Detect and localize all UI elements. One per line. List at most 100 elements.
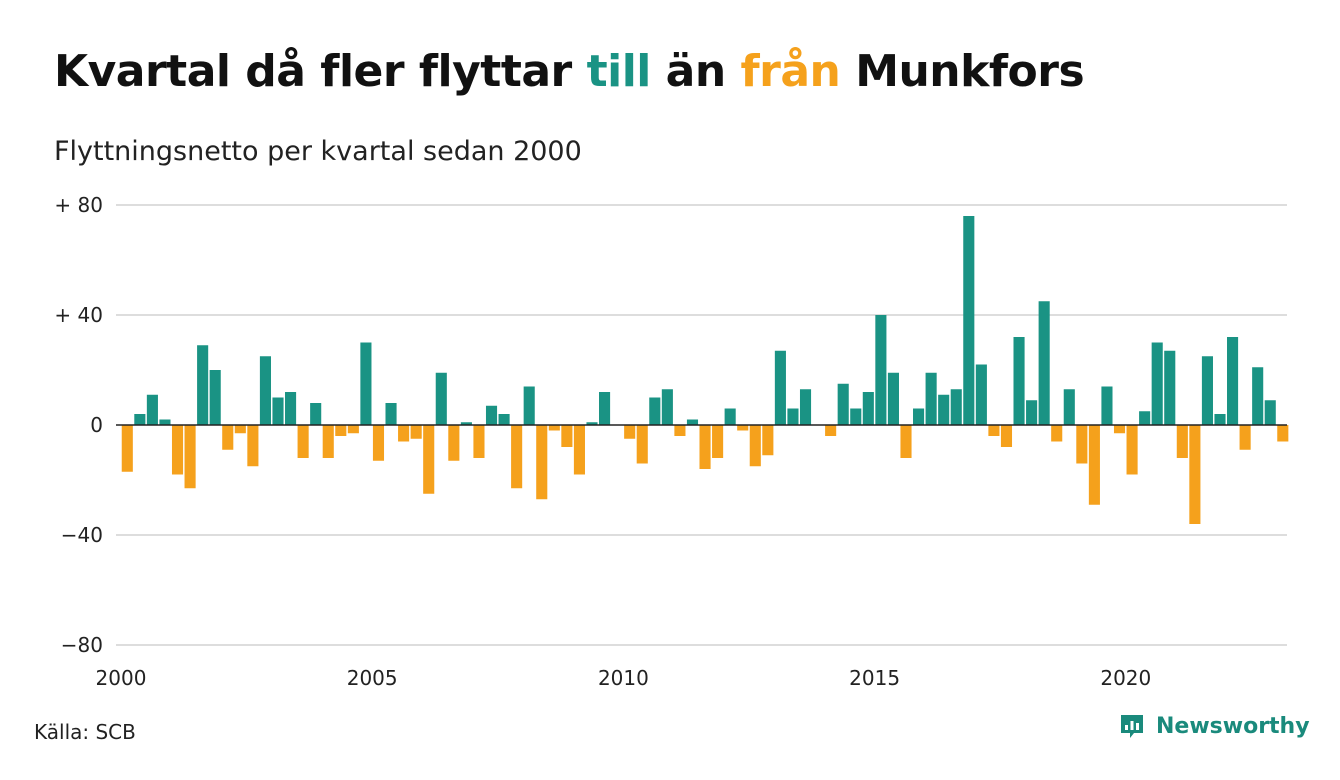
bar xyxy=(523,386,535,425)
bar xyxy=(448,425,460,461)
bar xyxy=(1038,301,1050,425)
bar xyxy=(963,216,975,425)
bar xyxy=(686,419,699,425)
bar xyxy=(360,342,372,425)
bar xyxy=(1264,400,1276,425)
bar xyxy=(1013,337,1025,425)
title-part-2: än xyxy=(650,46,741,97)
title-part-3: Munkfors xyxy=(840,46,1085,97)
bar xyxy=(297,425,309,458)
title-highlight-fran: från xyxy=(740,46,841,97)
grid-lines xyxy=(116,204,1287,646)
y-axis-labels: + 80 + 40 0 −40 −80 xyxy=(54,193,103,657)
bar xyxy=(1026,400,1038,425)
x-axis-labels: 2000 2005 2010 2015 2020 xyxy=(96,666,1152,690)
bar xyxy=(1126,425,1138,475)
bar xyxy=(787,408,799,425)
bar xyxy=(171,425,184,475)
bar xyxy=(762,425,774,456)
bar xyxy=(661,389,673,425)
bar xyxy=(385,403,397,425)
bar xyxy=(988,425,1000,436)
y-tick-label: 0 xyxy=(90,413,103,437)
bar xyxy=(511,425,523,489)
bar xyxy=(310,403,322,425)
bar xyxy=(134,414,146,425)
bar xyxy=(712,425,724,458)
chart-title: Kvartal då fler flyttar till än från Mun… xyxy=(54,42,1085,102)
bar xyxy=(1113,425,1126,434)
bar xyxy=(573,425,585,475)
bar xyxy=(473,425,485,458)
y-tick-label: + 80 xyxy=(54,193,103,217)
brand-name: Newsworthy xyxy=(1156,713,1310,739)
bar xyxy=(1000,425,1013,447)
y-tick-label: −80 xyxy=(61,633,103,657)
bar xyxy=(1189,425,1201,524)
bar xyxy=(850,408,862,425)
bar xyxy=(887,372,899,425)
bar xyxy=(636,425,648,464)
bar xyxy=(247,425,259,467)
bar xyxy=(1201,356,1213,425)
bar xyxy=(259,356,271,425)
bar xyxy=(121,425,133,472)
title-highlight-till: till xyxy=(586,46,652,97)
source-note: Källa: SCB xyxy=(34,720,136,744)
bar xyxy=(1277,425,1289,442)
x-tick-label: 2005 xyxy=(347,666,398,690)
bar xyxy=(837,383,849,425)
bar xyxy=(1063,389,1075,425)
bar xyxy=(674,425,686,436)
bar xyxy=(146,394,158,425)
bar xyxy=(234,425,246,434)
bar xyxy=(285,392,297,425)
bar xyxy=(737,425,749,431)
bar xyxy=(875,315,887,425)
bar xyxy=(272,397,284,425)
bars xyxy=(121,216,1289,524)
bar xyxy=(913,408,925,425)
bar xyxy=(975,364,987,425)
bar xyxy=(222,425,234,450)
bar xyxy=(900,425,912,458)
bar xyxy=(184,425,196,489)
newsworthy-logo-icon xyxy=(1121,715,1143,738)
bar xyxy=(1227,337,1239,425)
bar xyxy=(498,414,510,425)
x-tick-label: 2000 xyxy=(96,666,147,690)
bar xyxy=(1139,411,1151,425)
bar xyxy=(624,425,636,439)
bar xyxy=(1101,386,1113,425)
bar-chart: + 80 + 40 0 −40 −80 2000 2005 2010 2015 2020 xyxy=(54,193,1289,690)
bar xyxy=(699,425,711,469)
bar xyxy=(950,389,962,425)
bar xyxy=(862,392,874,425)
x-tick-label: 2020 xyxy=(1100,666,1151,690)
bar xyxy=(1214,414,1226,425)
bar xyxy=(1051,425,1063,442)
bar xyxy=(749,425,761,467)
bar xyxy=(410,425,422,439)
bar xyxy=(435,372,447,425)
bar xyxy=(209,370,221,425)
bar xyxy=(925,372,937,425)
bar xyxy=(774,350,786,425)
bar xyxy=(335,425,347,436)
bar xyxy=(372,425,385,461)
bar xyxy=(548,425,560,431)
bar xyxy=(1088,425,1100,505)
bar xyxy=(938,394,950,425)
bar xyxy=(1076,425,1088,464)
bar xyxy=(586,422,598,425)
bar xyxy=(561,425,573,447)
bar xyxy=(322,425,334,458)
bar xyxy=(423,425,435,494)
bar xyxy=(1239,425,1251,450)
bar xyxy=(197,345,209,425)
bar xyxy=(724,408,736,425)
bar xyxy=(649,397,661,425)
bar xyxy=(347,425,359,434)
bar xyxy=(1252,367,1264,425)
bar xyxy=(536,425,548,500)
